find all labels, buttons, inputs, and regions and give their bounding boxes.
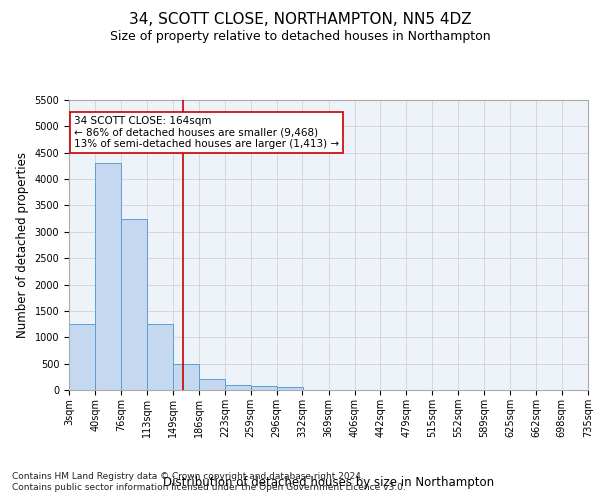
Bar <box>225 384 251 390</box>
Text: Contains HM Land Registry data © Crown copyright and database right 2024.: Contains HM Land Registry data © Crown c… <box>12 472 364 481</box>
Y-axis label: Number of detached properties: Number of detached properties <box>16 152 29 338</box>
Bar <box>251 386 277 390</box>
Text: 34 SCOTT CLOSE: 164sqm
← 86% of detached houses are smaller (9,468)
13% of semi-: 34 SCOTT CLOSE: 164sqm ← 86% of detached… <box>74 116 339 149</box>
Text: Contains public sector information licensed under the Open Government Licence v3: Contains public sector information licen… <box>12 484 406 492</box>
Bar <box>277 387 303 390</box>
Bar <box>173 364 199 390</box>
Text: Size of property relative to detached houses in Northampton: Size of property relative to detached ho… <box>110 30 490 43</box>
Bar <box>147 324 173 390</box>
Bar <box>69 324 95 390</box>
Bar <box>199 380 225 390</box>
Bar <box>95 164 121 390</box>
X-axis label: Distribution of detached houses by size in Northampton: Distribution of detached houses by size … <box>163 476 494 489</box>
Text: 34, SCOTT CLOSE, NORTHAMPTON, NN5 4DZ: 34, SCOTT CLOSE, NORTHAMPTON, NN5 4DZ <box>128 12 472 28</box>
Bar <box>121 218 147 390</box>
